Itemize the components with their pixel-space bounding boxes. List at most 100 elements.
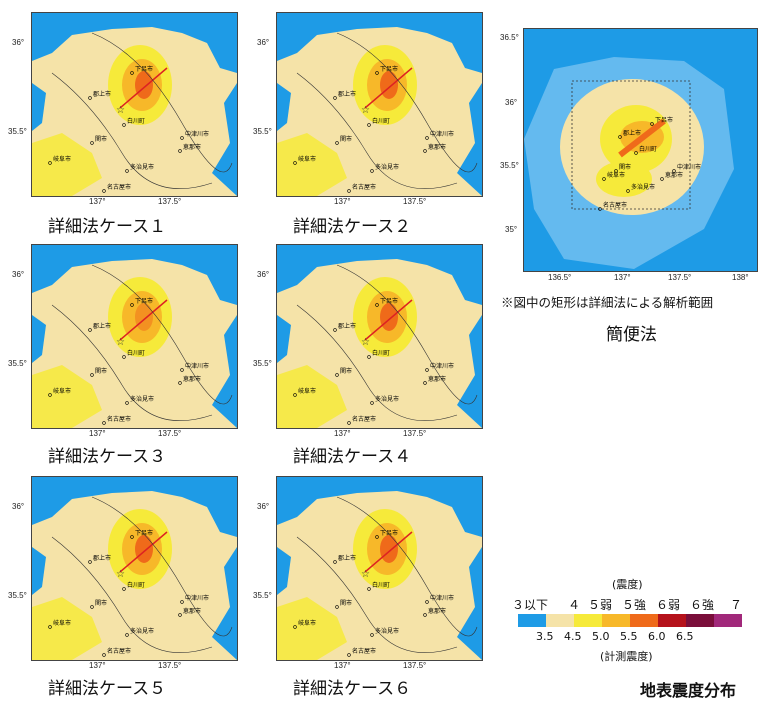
prefecture-border: [336, 496, 478, 637]
lat-tick-35-5: 35.5°: [253, 359, 272, 368]
city-marker: [425, 600, 429, 604]
city-marker: [333, 96, 337, 100]
city-marker: [367, 355, 371, 359]
lat-tick-36-5: 36.5°: [500, 33, 519, 42]
city-marker: [375, 535, 379, 539]
city-label: 恵那市: [428, 607, 446, 615]
city-marker: [370, 633, 374, 637]
city-marker: [178, 381, 182, 385]
city-marker: [375, 303, 379, 307]
intensity-map-case-3: ☆ 下呂市 郡上市 白川町 関市 中津川市 恵那市 岐阜市 多治見市 名古屋市: [31, 244, 238, 429]
city-label: 岐阜市: [53, 155, 71, 163]
intensity-map-case-1: ☆ 下呂市 郡上市 白川町 関市 中津川市 恵那市 岐阜市 多治見市 名古屋市: [31, 12, 238, 197]
lat-tick-36: 36°: [12, 38, 25, 47]
legend-val-2: 5.0: [592, 630, 610, 643]
lon-tick-137-5: 137.5°: [403, 661, 427, 670]
lon-tick-136-5: 136.5°: [548, 273, 572, 282]
lat-tick-35-5: 35.5°: [500, 161, 519, 170]
city-marker: [48, 625, 52, 629]
epicenter-star-icon: ☆: [361, 105, 370, 116]
city-marker: [48, 161, 52, 165]
lon-tick-137-5: 137.5°: [158, 429, 182, 438]
prefecture-border: [296, 304, 458, 422]
low-intensity-area-north: [277, 13, 482, 73]
city-marker: [90, 141, 94, 145]
city-marker: [602, 177, 606, 181]
intensity-legend: (震度) ３以下 ４ ５弱 ５強 ６弱 ６強 ７ 3.5 4.5 5.0 5.5…: [512, 574, 742, 674]
city-marker: [370, 401, 374, 405]
intensity-6-lower-zone: [380, 303, 398, 331]
lon-tick-137: 137°: [334, 197, 351, 206]
city-label: 名古屋市: [107, 183, 131, 191]
lat-tick-35-5: 35.5°: [253, 127, 272, 136]
low-intensity-area-east: [212, 547, 237, 660]
prefecture-border: [336, 32, 478, 173]
city-marker: [335, 373, 339, 377]
lon-tick-137: 137°: [89, 661, 106, 670]
lat-tick-36: 36°: [12, 270, 25, 279]
city-marker: [423, 381, 427, 385]
city-label: 下呂市: [380, 65, 398, 73]
legend-int-4: ６弱: [656, 598, 681, 612]
legend-swatch: [546, 614, 574, 627]
lon-tick-137-5: 137.5°: [668, 273, 692, 282]
city-label: 多治見市: [130, 395, 154, 403]
city-label: 関市: [340, 599, 352, 607]
city-marker: [614, 169, 618, 173]
city-marker: [130, 71, 134, 75]
city-label: 関市: [340, 135, 352, 143]
city-marker: [180, 600, 184, 604]
legend-swatch: [686, 614, 714, 627]
lon-tick-137: 137°: [334, 429, 351, 438]
intensity-6-lower-zone: [135, 303, 153, 331]
low-intensity-area-west: [277, 315, 291, 363]
prefecture-border: [296, 72, 458, 190]
city-label: 関市: [95, 367, 107, 375]
legend-int-5: ６強: [690, 598, 715, 612]
city-marker: [102, 421, 106, 425]
city-marker: [293, 161, 297, 165]
analysis-range-rectangle: [571, 80, 691, 210]
low-intensity-area-north: [277, 245, 482, 305]
intensity-map-simple: 下呂市 郡上市 白川町 関市 中津川市 恵那市 岐阜市 多治見市 名古屋市: [523, 28, 758, 272]
legend-val-5: 6.5: [676, 630, 694, 643]
city-marker: [423, 613, 427, 617]
lon-tick-138: 138°: [732, 273, 749, 282]
city-label: 岐阜市: [53, 387, 71, 395]
city-label: 名古屋市: [603, 201, 627, 209]
city-label: 中津川市: [430, 130, 454, 138]
intensity-5-lower-area: [32, 133, 102, 196]
legend-val-1: 4.5: [564, 630, 582, 643]
city-marker: [293, 393, 297, 397]
city-label: 白川町: [639, 145, 657, 153]
city-marker: [367, 587, 371, 591]
city-label: 多治見市: [375, 627, 399, 635]
intensity-5-lower-area: [277, 597, 347, 660]
legend-val-0: 3.5: [536, 630, 554, 643]
fault-line: [119, 299, 168, 341]
city-marker: [90, 373, 94, 377]
city-label: 中津川市: [185, 362, 209, 370]
lon-tick-137: 137°: [614, 273, 631, 282]
legend-int-6: ７: [730, 598, 743, 612]
city-marker: [660, 177, 664, 181]
lon-tick-137: 137°: [89, 197, 106, 206]
city-marker: [370, 169, 374, 173]
intensity-6-lower-zone: [380, 535, 398, 563]
city-label: 恵那市: [665, 171, 683, 179]
city-label: 岐阜市: [298, 387, 316, 395]
legend-int-0: ３以下: [512, 598, 549, 612]
city-label: 名古屋市: [352, 415, 376, 423]
fault-line: [364, 67, 413, 109]
city-label: 関市: [95, 135, 107, 143]
panel-caption: 詳細法ケース５: [48, 679, 167, 699]
prefecture-border: [51, 304, 213, 422]
lon-tick-137-5: 137.5°: [158, 661, 182, 670]
low-intensity-area-east: [457, 83, 482, 196]
city-label: 多治見市: [130, 163, 154, 171]
city-label: 下呂市: [380, 297, 398, 305]
city-label: 恵那市: [183, 143, 201, 151]
city-label: 郡上市: [93, 90, 111, 98]
low-intensity-area-west: [32, 315, 46, 363]
legend-title-measured: (計測震度): [600, 650, 653, 663]
